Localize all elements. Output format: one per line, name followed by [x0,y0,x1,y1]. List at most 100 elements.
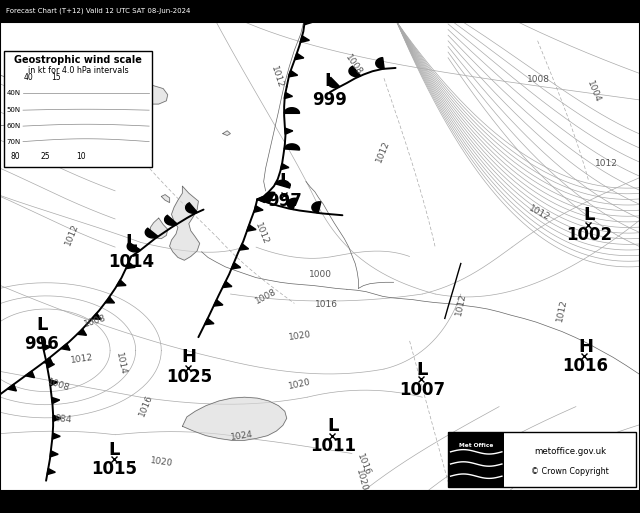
Polygon shape [61,344,70,350]
Bar [448,432,636,487]
Polygon shape [304,18,313,25]
Text: 50N: 50N [6,107,20,113]
Polygon shape [275,180,290,188]
Polygon shape [223,281,232,288]
Text: 40N: 40N [6,90,20,96]
Text: 1016: 1016 [138,393,154,418]
Text: 1012: 1012 [454,442,478,461]
Text: 1012: 1012 [595,159,618,168]
Polygon shape [186,203,197,213]
Polygon shape [285,128,293,134]
Text: 1008: 1008 [344,53,364,77]
Polygon shape [150,218,168,239]
Text: 25: 25 [40,152,51,161]
Polygon shape [264,192,275,203]
Text: L: L [279,172,291,190]
Polygon shape [284,108,300,113]
Polygon shape [294,53,304,60]
Text: 1012: 1012 [555,299,569,323]
Text: 1008: 1008 [253,287,278,306]
Polygon shape [50,380,58,386]
Text: 1025: 1025 [166,368,212,386]
Text: 1016: 1016 [563,357,609,375]
Polygon shape [77,329,86,336]
Text: 1020: 1020 [287,330,312,342]
Text: 60N: 60N [6,123,20,129]
Text: 15: 15 [51,73,61,82]
Text: 1000: 1000 [308,270,332,279]
Text: © Crown Copyright: © Crown Copyright [531,467,609,476]
Text: 997: 997 [268,192,302,210]
Polygon shape [289,70,298,77]
Polygon shape [164,215,177,225]
Text: 1012: 1012 [374,139,391,163]
Bar [4,51,152,167]
Polygon shape [312,202,321,213]
Polygon shape [53,415,61,421]
Polygon shape [26,371,35,378]
Text: 1002: 1002 [566,226,612,244]
Text: 1024: 1024 [230,429,254,442]
Text: 1012: 1012 [253,222,269,246]
Polygon shape [43,344,51,350]
Text: 1020: 1020 [287,377,312,391]
Text: 1011: 1011 [310,437,356,455]
Text: 1007: 1007 [399,381,445,399]
Polygon shape [92,313,101,320]
Polygon shape [328,77,340,88]
Polygon shape [52,433,60,439]
Text: 70N: 70N [6,139,20,145]
Polygon shape [205,319,214,325]
Polygon shape [223,131,230,135]
Text: L: L [327,417,339,435]
Text: 40: 40 [23,73,33,82]
Text: L: L [108,441,120,459]
Polygon shape [127,243,141,252]
Text: L: L [36,315,47,333]
Text: 1014: 1014 [113,351,127,376]
Text: 1008: 1008 [47,378,71,393]
Polygon shape [300,36,309,43]
Text: 1012: 1012 [454,292,468,317]
Text: L: L [583,206,595,224]
Polygon shape [376,57,384,69]
Bar [448,432,504,487]
Text: L: L [324,72,335,90]
Polygon shape [284,92,292,98]
Text: Met Office: Met Office [459,443,493,448]
Text: H: H [578,338,593,356]
Text: 1020: 1020 [149,456,173,468]
Polygon shape [7,384,17,391]
Polygon shape [231,263,241,269]
Text: 984: 984 [54,415,72,425]
Text: H: H [181,348,196,366]
Text: 999: 999 [312,91,347,109]
Polygon shape [128,85,168,104]
Polygon shape [170,186,200,260]
Text: L: L [417,361,428,379]
Polygon shape [46,362,54,368]
Polygon shape [52,398,60,404]
Polygon shape [214,300,223,306]
Polygon shape [349,66,361,76]
Text: 1008: 1008 [527,75,550,84]
Text: 1012: 1012 [70,353,94,365]
Text: 1008: 1008 [83,313,107,329]
Polygon shape [281,164,289,170]
Text: Forecast Chart (T+12) Valid 12 UTC SAT 08-Jun-2024: Forecast Chart (T+12) Valid 12 UTC SAT 0… [6,8,191,14]
Text: 1004: 1004 [586,79,602,104]
Text: 996: 996 [24,335,59,353]
Text: 1012: 1012 [563,446,587,459]
Text: 1020: 1020 [355,468,369,493]
Text: 10: 10 [76,152,86,161]
Polygon shape [44,358,53,364]
Polygon shape [239,244,248,250]
Polygon shape [287,199,297,209]
Polygon shape [126,262,135,269]
Text: 1016: 1016 [355,453,372,478]
Polygon shape [50,451,58,457]
Text: 1015: 1015 [91,461,137,479]
Polygon shape [161,194,170,203]
Polygon shape [247,225,256,231]
Text: L: L [125,233,137,251]
